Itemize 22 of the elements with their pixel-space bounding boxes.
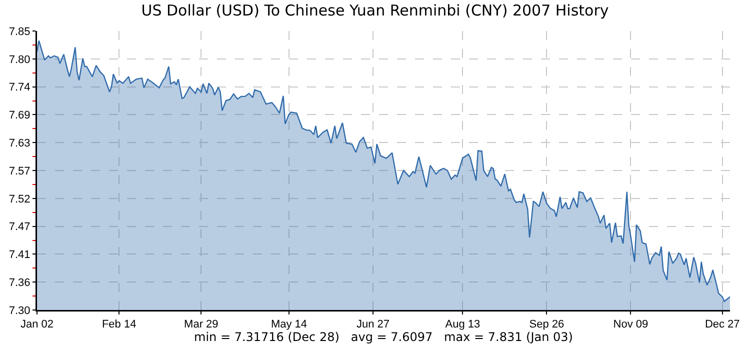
y-tick-label: 7.80 [8,54,30,66]
x-tick-label: Dec 27 [704,318,740,331]
y-tick-label: 7.47 [8,221,30,234]
y-tick-label: 7.52 [8,193,30,206]
y-tick-label: 7.41 [8,249,30,262]
x-tick-label: Aug 13 [445,318,480,331]
chart-title: US Dollar (USD) To Chinese Yuan Renminbi (CNY) 2007 History [141,2,609,20]
x-tick-label: Jan 02 [20,318,54,331]
y-tick-label: 7.30 [8,304,30,317]
y-tick-label: 7.36 [8,276,30,289]
text: min = 7.31716 (Dec 28) avg = 7.6097 max = 7.831 (Jan 03) [194,330,573,344]
y-tick-label: 7.74 [8,82,30,94]
y-tick-label: 7.57 [8,165,30,178]
x-tick-label: Feb 14 [102,318,136,331]
y-tick-label: 7.85 [8,26,30,38]
x-tick-label: Jun 27 [356,318,390,331]
y-tick-label: 7.69 [8,110,30,122]
x-tick-label: Mar 29 [184,318,218,331]
y-tick-label: 7.63 [8,137,30,150]
x-tick-label: May 14 [270,318,308,331]
x-tick-label: Sep 26 [529,318,564,331]
x-tick-label: Nov 09 [613,318,648,331]
